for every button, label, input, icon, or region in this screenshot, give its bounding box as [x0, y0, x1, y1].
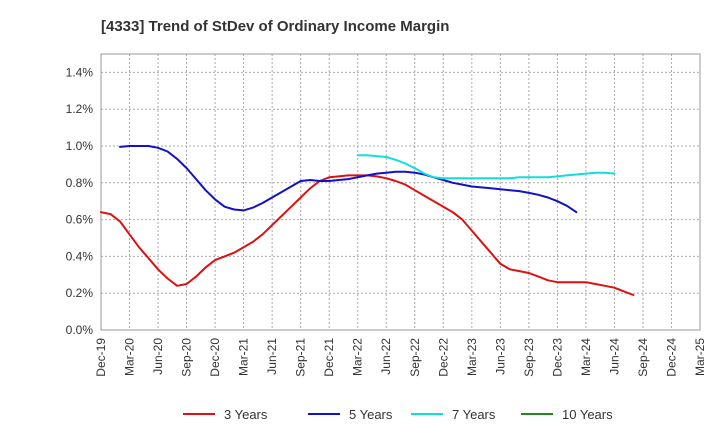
- y-tick-label: 0.2%: [66, 286, 94, 300]
- series-line-3-years: [100, 174, 635, 296]
- x-tick-label: Dec-22: [436, 338, 450, 377]
- x-tick-label: Sep-21: [294, 338, 308, 377]
- x-tick-label: Jun-22: [379, 338, 393, 375]
- x-tick-label: Dec-21: [322, 338, 336, 377]
- x-tick-label: Dec-23: [550, 338, 564, 377]
- x-tick-label: Jun-23: [493, 338, 507, 375]
- series-lines: [100, 145, 635, 296]
- y-tick-label: 1.0%: [66, 139, 94, 153]
- legend-label: 3 Years: [224, 407, 268, 422]
- legend-label: 10 Years: [562, 407, 613, 422]
- x-tick-label: Dec-19: [94, 338, 108, 377]
- chart-title: [4333] Trend of StDev of Ordinary Income…: [101, 18, 449, 35]
- y-axis: 0.0% 0.2% 0.4% 0.6% 0.8% 1.0% 1.2% 1.4%: [66, 65, 94, 337]
- x-tick-label: Sep-23: [522, 338, 536, 377]
- x-tick-label: Jun-24: [607, 338, 621, 375]
- x-tick-label: Sep-20: [180, 338, 194, 377]
- x-tick-label: Dec-24: [664, 338, 678, 377]
- x-tick-label: Jun-21: [265, 338, 279, 375]
- x-tick-label: Sep-24: [636, 338, 650, 377]
- x-tick-label: Jun-20: [151, 338, 165, 375]
- y-tick-label: 0.8%: [66, 176, 94, 190]
- x-axis: Dec-19 Mar-20 Jun-20 Sep-20 Dec-20 Mar-21 Jun-…: [94, 338, 707, 377]
- series-line-7-years: [356, 154, 616, 180]
- x-tick-label: Mar-20: [123, 338, 137, 376]
- plot-area-border: [100, 53, 701, 331]
- grid: [101, 54, 700, 330]
- legend-label: 5 Years: [349, 407, 393, 422]
- y-tick-label: 0.6%: [66, 213, 94, 227]
- x-tick-label: Dec-20: [208, 338, 222, 377]
- y-tick-label: 1.4%: [66, 65, 94, 79]
- x-tick-label: Sep-22: [408, 338, 422, 377]
- x-tick-label: Mar-23: [465, 338, 479, 376]
- x-tick-label: Mar-21: [237, 338, 251, 376]
- x-tick-label: Mar-24: [579, 338, 593, 376]
- series-line-5-years: [119, 145, 578, 214]
- x-tick-label: Mar-25: [693, 338, 707, 376]
- legend-label: 7 Years: [452, 407, 496, 422]
- x-tick-label: Mar-22: [351, 338, 365, 376]
- legend: 3 Years 5 Years 7 Years 10 Years: [183, 407, 613, 422]
- y-tick-label: 1.2%: [66, 102, 94, 116]
- y-tick-label: 0.0%: [66, 323, 94, 337]
- y-tick-label: 0.4%: [66, 249, 94, 263]
